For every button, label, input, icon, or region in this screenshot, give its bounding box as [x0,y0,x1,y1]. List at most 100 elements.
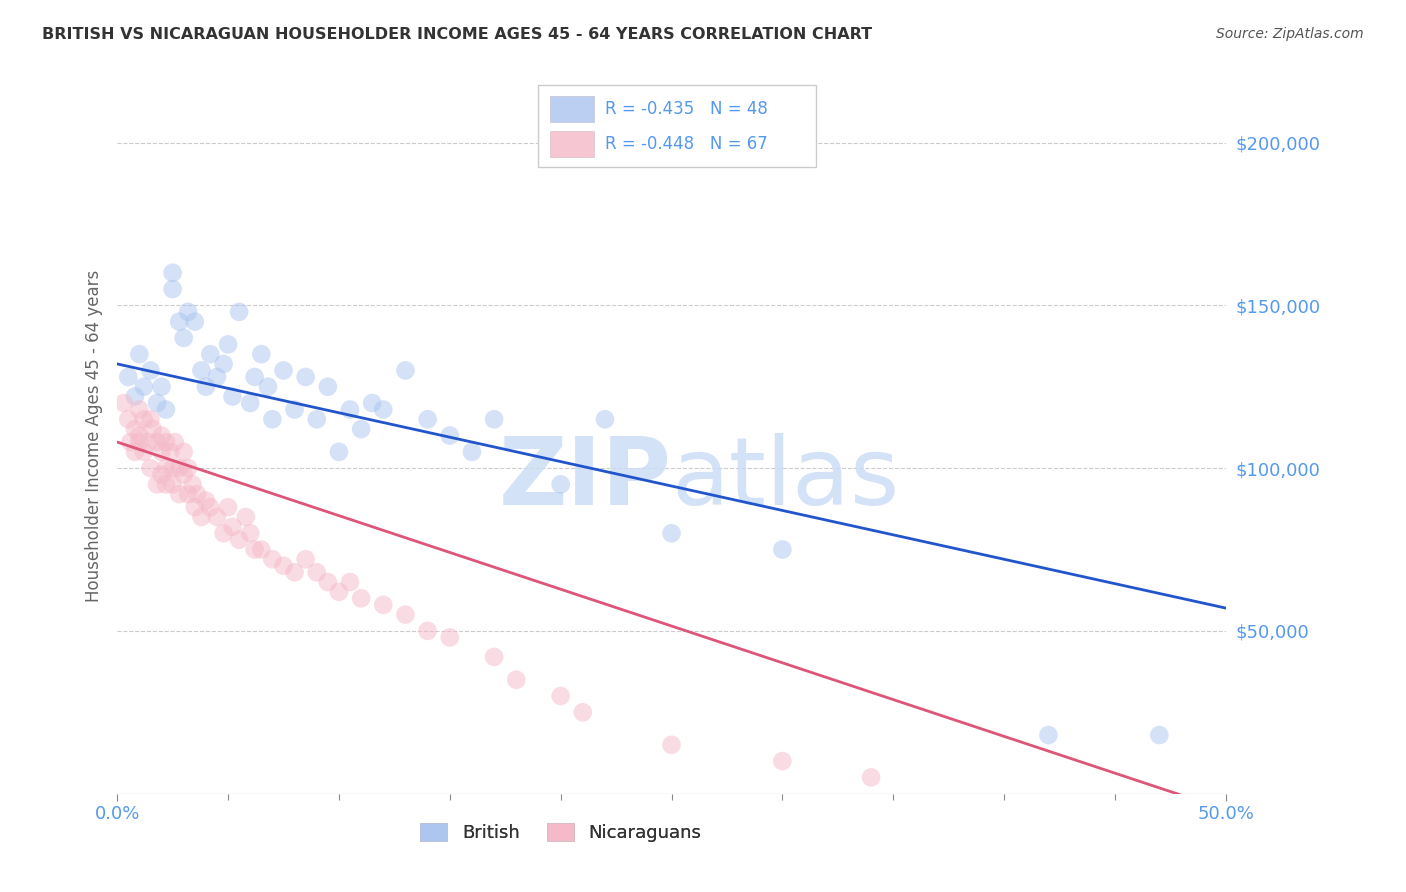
Text: Source: ZipAtlas.com: Source: ZipAtlas.com [1216,27,1364,41]
Point [461,445,484,459]
FancyBboxPatch shape [550,96,593,122]
Text: BRITISH VS NICARAGUAN HOUSEHOLDER INCOME AGES 45 - 64 YEARS CORRELATION CHART: BRITISH VS NICARAGUAN HOUSEHOLDER INCOME… [42,27,872,42]
Point [394,607,416,622]
Point [439,428,461,442]
FancyBboxPatch shape [550,131,593,157]
Point [394,363,416,377]
Point [305,566,328,580]
Point [139,461,162,475]
Point [350,422,373,436]
Point [190,510,212,524]
Point [294,552,316,566]
Point [316,380,339,394]
Point [416,412,439,426]
Point [120,435,142,450]
Point [169,487,191,501]
Point [184,315,207,329]
Point [250,542,273,557]
Point [177,305,200,319]
Point [1038,728,1060,742]
Point [328,584,350,599]
Point [217,500,239,515]
Point [339,575,361,590]
Point [328,445,350,459]
Point [228,533,250,547]
Point [124,389,146,403]
Y-axis label: Householder Income Ages 45 - 64 years: Householder Income Ages 45 - 64 years [86,269,103,602]
Point [257,380,280,394]
Point [162,282,184,296]
Point [243,542,266,557]
Point [150,428,173,442]
Point [112,396,135,410]
Point [505,673,527,687]
Point [139,412,162,426]
Point [132,412,155,426]
Point [173,467,195,482]
Point [159,445,181,459]
Point [316,575,339,590]
Point [124,445,146,459]
Point [177,487,200,501]
Point [273,363,295,377]
Point [173,445,195,459]
Point [124,422,146,436]
Text: ZIP: ZIP [499,433,672,524]
Point [550,477,572,491]
Point [228,305,250,319]
Point [190,363,212,377]
Point [136,435,159,450]
Point [132,380,155,394]
Point [169,315,191,329]
Point [239,396,262,410]
Point [163,435,186,450]
Point [482,649,505,664]
Point [212,357,235,371]
Point [572,706,595,720]
Point [205,510,228,524]
Point [262,552,284,566]
Point [1149,728,1171,742]
Point [350,591,373,606]
Point [235,510,257,524]
Point [860,771,883,785]
Point [155,461,177,475]
Point [117,412,139,426]
Text: atlas: atlas [672,433,900,524]
Point [128,402,150,417]
Point [150,380,173,394]
Point [439,631,461,645]
Point [162,266,184,280]
Point [200,500,222,515]
Point [194,493,217,508]
Point [150,445,173,459]
Point [146,477,169,491]
Point [305,412,328,426]
Point [117,370,139,384]
Point [221,389,243,403]
Point [200,347,222,361]
Point [181,477,204,491]
Point [770,542,793,557]
Point [361,396,384,410]
Point [294,370,316,384]
Point [217,337,239,351]
Point [132,445,155,459]
Point [339,402,361,417]
Point [169,461,191,475]
FancyBboxPatch shape [538,85,815,167]
Point [239,526,262,541]
Point [284,402,307,417]
Point [661,738,683,752]
Point [212,526,235,541]
Point [128,428,150,442]
Point [146,435,169,450]
Point [128,435,150,450]
Point [177,461,200,475]
Point [162,461,184,475]
Point [128,347,150,361]
Point [150,467,173,482]
Point [139,363,162,377]
Point [184,500,207,515]
Point [155,402,177,417]
